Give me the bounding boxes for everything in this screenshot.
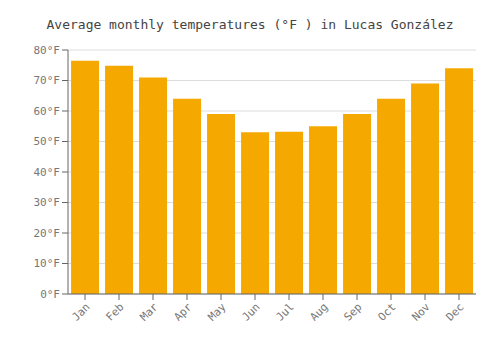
svg-text:Mar: Mar	[137, 300, 161, 324]
svg-text:Aug: Aug	[307, 300, 330, 323]
svg-text:30°F: 30°F	[34, 196, 61, 209]
svg-text:10°F: 10°F	[34, 257, 61, 270]
svg-text:0°F: 0°F	[40, 288, 60, 301]
html-text:Average monthly temperatures (: Average monthly temperatures (°F ) in Lu…	[46, 17, 454, 32]
svg-text:Nov: Nov	[409, 300, 433, 324]
svg-text:Jan: Jan	[69, 300, 92, 323]
svg-text:80°F: 80°F	[34, 44, 61, 57]
svg-text:May: May	[205, 300, 229, 324]
svg-text:Jul: Jul	[273, 300, 296, 323]
svg-text:50°F: 50°F	[34, 135, 61, 148]
svg-text:Jun: Jun	[239, 300, 262, 323]
svg-text:Sep: Sep	[341, 300, 364, 323]
svg-text:Feb: Feb	[103, 300, 126, 323]
svg-text:70°F: 70°F	[34, 74, 61, 87]
svg-text:Dec: Dec	[443, 300, 466, 323]
svg-text:Oct: Oct	[375, 300, 398, 323]
svg-text:60°F: 60°F	[34, 105, 61, 118]
svg-text:Apr: Apr	[171, 300, 195, 324]
svg-text:40°F: 40°F	[34, 166, 61, 179]
svg-text:20°F: 20°F	[34, 227, 61, 240]
